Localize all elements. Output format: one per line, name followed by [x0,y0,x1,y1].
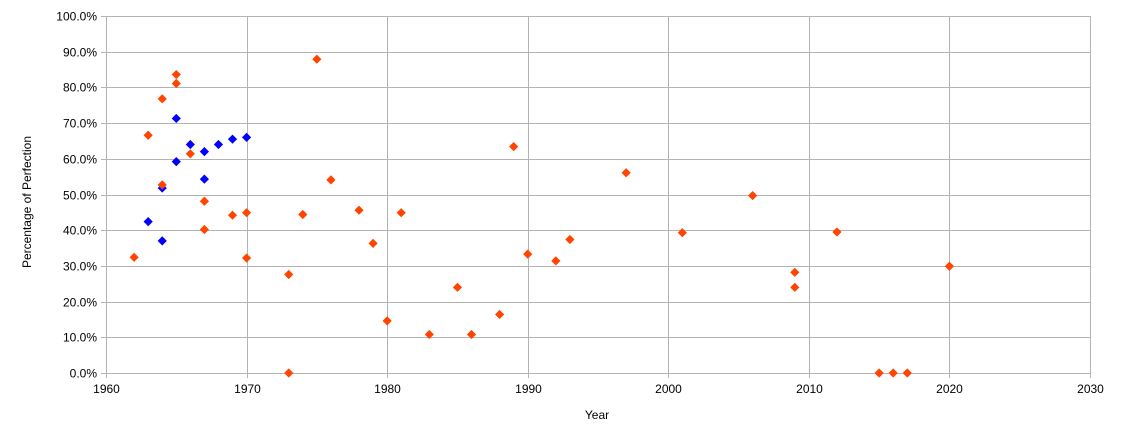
data-point [241,253,252,263]
y-tick-label: 50.0% [63,189,97,203]
y-tick-label: 10.0% [63,331,97,345]
data-point [143,217,153,227]
data-point [832,227,842,237]
data-point [523,249,533,259]
data-point [944,261,955,271]
data-point [213,139,224,150]
data-point [185,149,195,159]
data-point [551,256,561,266]
x-tick-label: 2000 [655,382,682,396]
data-point [790,267,800,277]
y-tick-label: 30.0% [63,260,97,274]
data-point [748,190,758,201]
data-point [368,238,378,249]
x-tick-label: 2030 [1077,382,1104,396]
data-point [326,175,336,185]
data-point [241,132,252,142]
data-point [495,309,505,320]
data-point [171,113,181,124]
x-tick-label: 1970 [234,382,261,396]
data-points [129,54,955,378]
x-tick-label: 1980 [374,382,401,396]
data-point [888,368,898,378]
data-point [902,368,912,378]
data-point [157,94,167,104]
data-point [171,78,181,89]
data-point [241,208,252,218]
x-tick-label: 1990 [515,382,542,396]
x-tick-label: 2010 [796,382,823,396]
axes [101,16,1091,378]
data-point [157,180,167,190]
data-point [199,174,209,184]
data-point [790,282,800,292]
x-tick-label: 2020 [936,382,963,396]
y-tick-label: 60.0% [63,153,97,167]
data-point [157,236,167,246]
data-point [284,368,294,378]
y-tick-labels: 0.0% 10.0% 20.0% 30.0% 40.0% 50.0% 60.0% 70.0% 8… [56,10,97,381]
y-axis-title: Percentage of Perfection [20,136,34,268]
data-point [565,234,575,245]
data-point [424,329,434,340]
data-point [227,134,238,144]
y-tick-label: 0.0% [70,367,98,381]
data-point [284,269,294,280]
data-point [677,228,687,238]
data-point [185,139,195,150]
y-tick-label: 100.0% [56,10,97,24]
data-point [129,252,139,262]
data-point [143,130,153,140]
y-tick-label: 70.0% [63,117,97,131]
data-point [227,210,238,220]
data-point [509,142,519,152]
data-point [312,54,322,64]
y-tick-label: 20.0% [63,296,97,310]
data-point [171,69,181,80]
y-tick-label: 80.0% [63,81,97,95]
data-point [621,168,631,178]
data-point [171,157,181,167]
y-tick-label: 40.0% [63,224,97,238]
data-point [452,282,463,292]
x-tick-label: 1960 [93,382,120,396]
data-point [874,368,884,378]
data-point [199,196,209,206]
data-point [466,329,477,340]
grid [106,16,1091,374]
x-tick-labels: 1960 1970 1980 1990 2000 2010 2020 2030 [93,382,1104,396]
y-tick-label: 90.0% [63,46,97,60]
x-axis-title: Year [585,408,609,422]
data-point [199,147,209,157]
data-point [199,224,209,235]
data-point [354,205,364,215]
data-point [298,209,308,220]
data-point [396,208,406,218]
data-point [382,316,392,326]
